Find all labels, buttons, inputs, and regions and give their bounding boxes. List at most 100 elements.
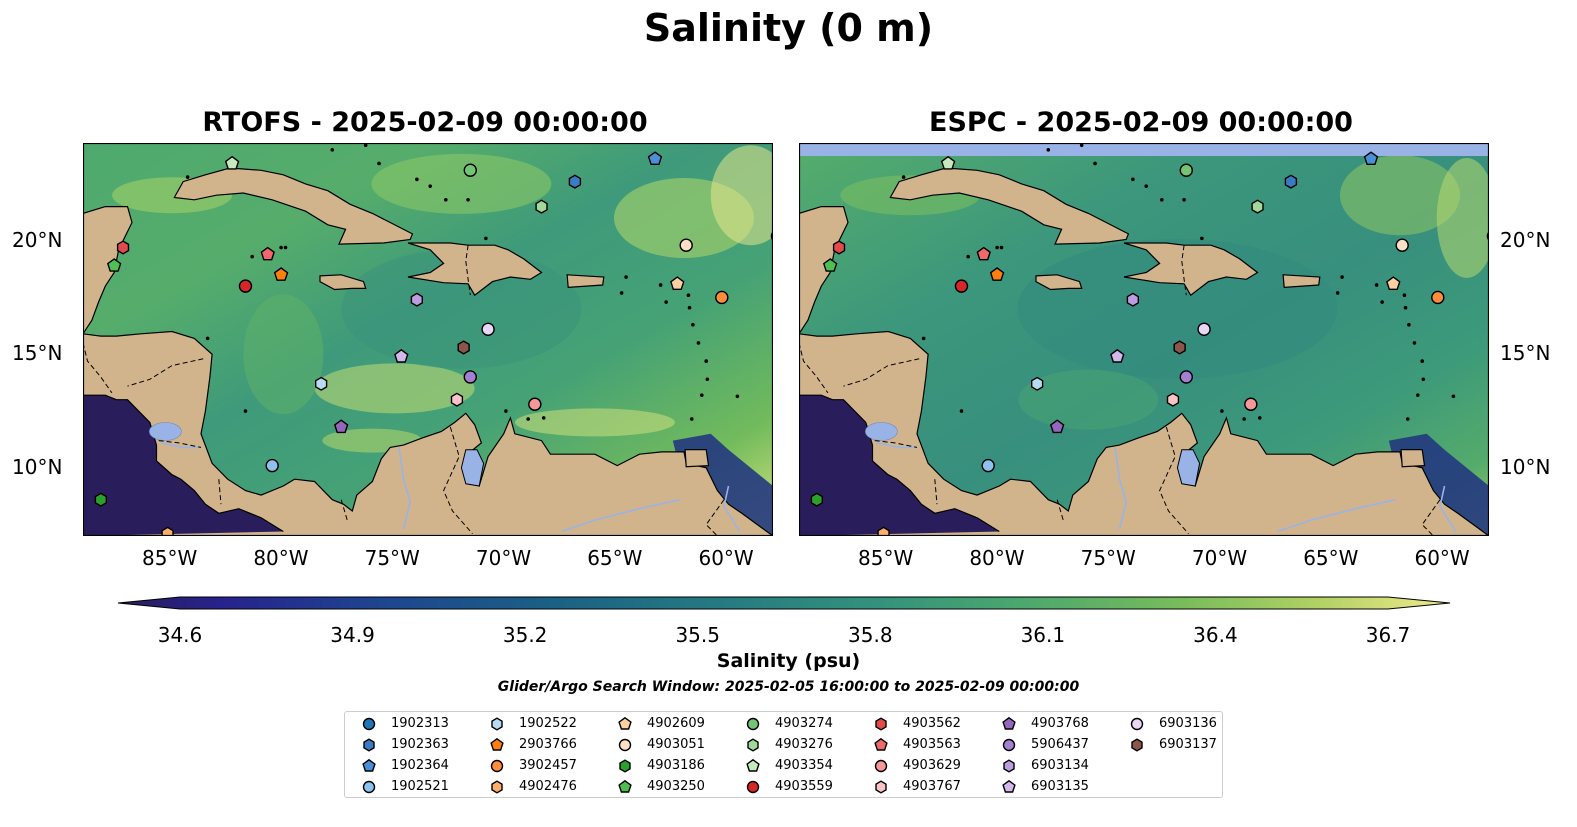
x-tick-label: 85°W [858,546,914,570]
legend-marker-6903135 [1002,779,1016,793]
legend-item-4902609: 4902609 [617,714,743,734]
float-marker-6903135 [1110,348,1125,363]
float-marker-4903354 [224,155,240,170]
float-marker-5906437 [463,370,477,384]
float-marker-6903134 [410,292,423,307]
colorbar-label: Salinity (psu) [716,650,861,672]
legend-item-4903250: 4903250 [617,777,743,797]
float-marker-4903186 [94,492,107,507]
float-marker-4903276 [535,199,548,214]
y-tick-label-left: 10°N [12,454,63,479]
float-marker-3902457 [1431,290,1445,305]
float-marker-6903134 [1126,292,1139,307]
float-marker-1902521 [265,458,279,473]
legend-label: 2903766 [519,737,577,752]
float-marker-4903768 [1049,419,1065,434]
float-marker-4903563 [976,246,991,261]
figure-title: Salinity (0 m) [643,6,934,50]
salinity-colorbar [118,596,1451,610]
legend-label: 4903274 [775,716,833,731]
legend-label: 5906437 [1031,737,1089,752]
float-marker-6903136 [1197,322,1211,336]
rtofs-panel-title: RTOFS - 2025-02-09 00:00:00 [202,107,648,138]
legend-item-4903767: 4903767 [873,777,999,797]
legend-marker-1902522 [491,717,503,731]
legend-label: 1902313 [391,716,449,731]
x-tick-label: 80°W [253,546,309,570]
float-marker-4903274 [1179,163,1193,177]
legend-marker-4903051 [618,738,632,752]
float-marker-4903768 [333,419,349,434]
colorbar-tick-label: 34.6 [157,623,203,647]
float-marker-1902364 [1363,151,1379,165]
y-tick-label-right: 20°N [1500,227,1551,252]
colorbar-tick-label: 36.1 [1020,623,1066,647]
legend-item-3902457: 3902457 [489,756,615,776]
x-tick-label: 65°W [587,546,643,570]
legend-label: 1902522 [519,716,577,731]
legend-item-4903559: 4903559 [745,777,871,797]
legend-item-4903186: 4903186 [617,756,743,776]
espc-panel-title: ESPC - 2025-02-09 00:00:00 [929,107,1353,138]
legend-marker-4903250 [618,779,632,793]
float-marker-4903767 [1166,392,1180,407]
legend-marker-4903186 [619,759,631,773]
legend-item-2903766: 2903766 [489,735,615,755]
float-marker-4903559 [954,279,969,293]
legend-item-6903135: 6903135 [1001,777,1127,797]
legend-item-6903134: 6903134 [1001,756,1127,776]
float-marker-4903186 [810,492,823,507]
legend-label: 3902457 [519,758,577,773]
legend-item-4903354: 4903354 [745,756,871,776]
float-marker-4902476 [877,526,890,536]
float-marker-4903274 [463,163,477,177]
float-marker-6903137 [457,340,470,355]
legend-marker-4903276 [747,738,759,752]
legend-marker-4903629 [874,759,888,773]
legend-marker-4903562 [875,717,887,731]
legend-marker-6903136 [1130,717,1144,731]
x-tick-label: 75°W [364,546,420,570]
float-marker-3902457 [715,290,729,305]
legend-label: 1902521 [391,779,449,794]
legend-label: 4903186 [647,758,705,773]
colorbar-tick-label: 36.4 [1193,623,1238,647]
float-marker-2903766 [273,267,289,281]
legend-marker-4902476 [491,780,503,794]
y-tick-label-left: 20°N [12,227,63,252]
search-window-text: Glider/Argo Search Window: 2025-02-05 16… [497,679,1080,695]
legend-label: 4902609 [647,716,705,731]
float-marker-4902609 [1386,276,1401,291]
legend-label: 4903276 [775,737,833,752]
legend-marker-5906437 [1002,738,1016,752]
legend-marker-2903766 [490,737,504,751]
legend-marker-1902521 [362,780,376,794]
legend-item-4903274: 4903274 [745,714,871,734]
legend-label: 4903250 [647,779,705,794]
legend-item-4903562: 4903562 [873,714,999,734]
legend-label: 4903559 [775,779,833,794]
legend-marker-4903559 [746,780,760,794]
y-tick-label-left: 15°N [12,341,63,366]
legend-marker-4903563 [874,737,888,751]
legend-label: 4903768 [1031,716,1089,731]
legend-marker-6903134 [1003,759,1015,773]
legend-marker-1902363 [363,738,375,752]
legend-item-4903276: 4903276 [745,735,871,755]
float-marker-4902609 [670,276,685,291]
legend-label: 6903136 [1159,716,1217,731]
legend-item-6903137: 6903137 [1129,735,1255,755]
legend-marker-4903354 [746,758,760,772]
legend-label: 6903135 [1031,779,1089,794]
legend-label: 4903354 [775,758,833,773]
x-tick-label: 60°W [1414,546,1470,570]
float-marker-4903051 [679,238,693,252]
float-legend: 1902313 1902363 1902364 1902521 1902522 29037… [344,711,1223,798]
colorbar-tick-label: 35.2 [502,623,548,647]
float-marker-4903629 [528,397,542,411]
float-marker-4903562 [832,240,846,255]
x-tick-label: 80°W [969,546,1025,570]
float-marker-1902363 [568,174,582,189]
float-marker-4903276 [1251,199,1264,214]
colorbar-tick-label: 36.7 [1365,623,1411,647]
